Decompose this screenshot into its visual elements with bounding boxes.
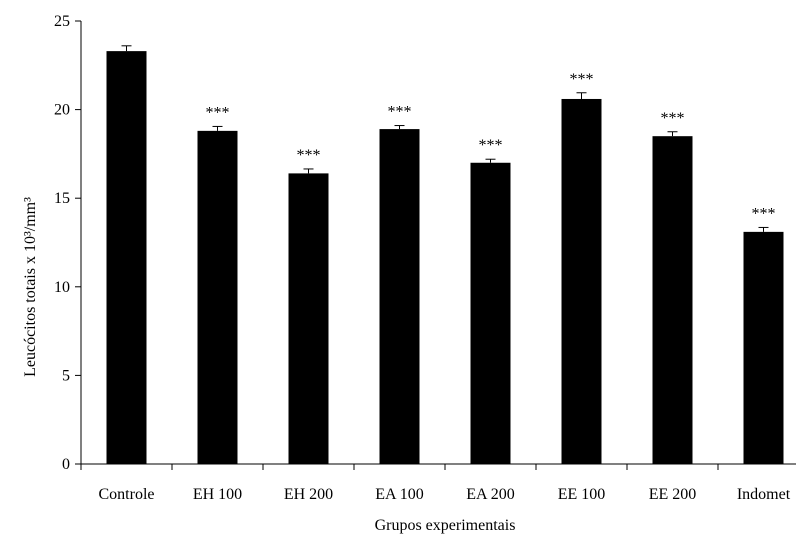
bars — [106, 45, 784, 465]
x-tick-label: EH 200 — [284, 486, 333, 503]
x-tick-label: EE 100 — [558, 486, 606, 503]
x-tick-label: Indomet — [737, 486, 791, 503]
y-axis-title: Leucócitos totais x 10³/mm³ — [22, 197, 39, 377]
significance-label: *** — [570, 71, 594, 88]
significance-label: *** — [206, 104, 230, 121]
significance-label: *** — [752, 205, 776, 222]
y-tick-label: 0 — [62, 456, 70, 473]
bar — [743, 231, 784, 464]
y-tick-label: 5 — [62, 367, 70, 384]
bar — [106, 51, 147, 465]
labels: 0 5 10 15 20 25 Controle *** EH 100 *** EH 200 *** E… — [54, 13, 791, 503]
x-tick-label: Controle — [99, 486, 155, 503]
y-tick-label: 20 — [54, 102, 70, 119]
bar — [288, 173, 329, 464]
x-axis-title: Grupos experimentais — [375, 517, 516, 534]
y-tick-label: 25 — [54, 13, 70, 30]
x-tick-label: EE 200 — [649, 486, 697, 503]
bar — [652, 136, 693, 464]
significance-label: *** — [297, 147, 321, 164]
x-tick-label: EA 100 — [375, 486, 423, 503]
bar — [197, 130, 238, 464]
significance-label: *** — [661, 110, 685, 127]
significance-label: *** — [479, 137, 503, 154]
significance-label: *** — [388, 104, 412, 121]
bar — [561, 98, 602, 464]
x-tick-label: EA 200 — [466, 486, 514, 503]
bar — [379, 129, 420, 465]
y-tick-label: 10 — [54, 279, 70, 296]
bar — [470, 162, 511, 464]
x-tick-label: EH 100 — [193, 486, 242, 503]
y-tick-label: 15 — [54, 190, 70, 207]
